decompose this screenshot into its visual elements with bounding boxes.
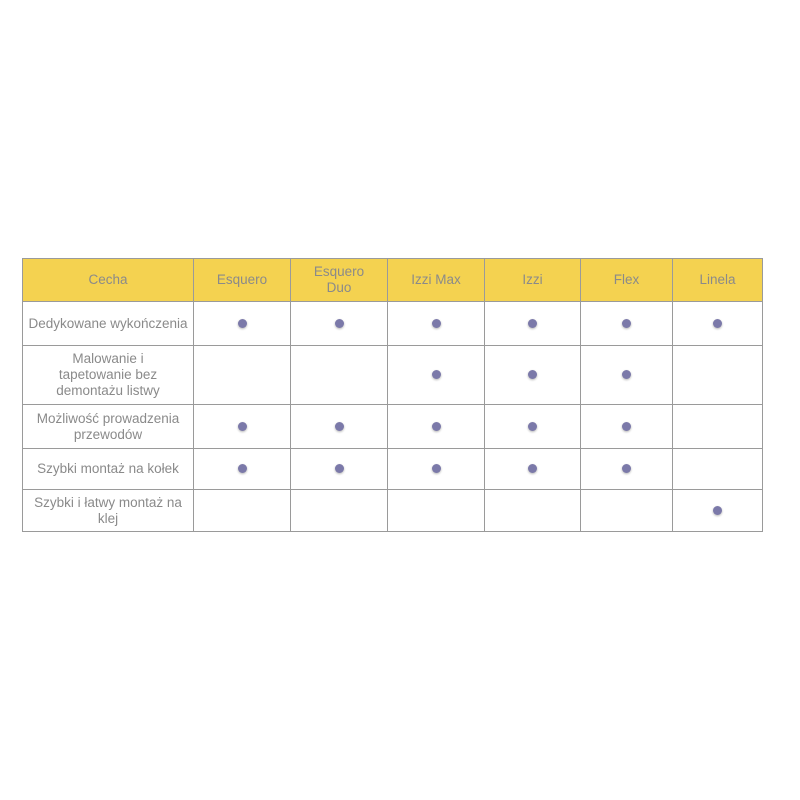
mark-cell — [193, 448, 291, 490]
mark-cell — [580, 489, 673, 532]
mark-cell — [484, 301, 581, 346]
header-product: Izzi — [484, 258, 581, 302]
mark-cell — [387, 448, 485, 490]
bullet-dot-icon — [528, 370, 537, 379]
header-product: Flex — [580, 258, 673, 302]
bullet-dot-icon — [237, 318, 247, 328]
bullet-dot-icon — [528, 464, 537, 473]
mark-cell — [290, 448, 388, 490]
mark-cell — [672, 404, 763, 449]
header-product: Izzi Max — [387, 258, 485, 302]
mark-cell — [672, 448, 763, 490]
mark-cell — [387, 489, 485, 532]
mark-cell — [290, 404, 388, 449]
mark-cell — [580, 404, 673, 449]
mark-cell — [290, 345, 388, 405]
comparison-table: Cecha Esquero Esquero Duo Izzi Max Izzi Flex L… — [22, 258, 763, 532]
feature-cell: Możliwość prowadzenia przewodów — [22, 404, 194, 449]
bullet-dot-icon — [237, 421, 247, 431]
bullet-dot-icon — [334, 421, 344, 431]
bullet-dot-icon — [622, 464, 631, 473]
mark-cell — [193, 489, 291, 532]
table-row: Szybki i łatwy montaż na klej — [22, 489, 763, 532]
header-product: Esquero — [193, 258, 291, 302]
mark-cell — [193, 404, 291, 449]
table-row: Możliwość prowadzenia przewodów — [22, 404, 763, 449]
bullet-dot-icon — [528, 421, 537, 431]
mark-cell — [672, 301, 763, 346]
mark-cell — [672, 345, 763, 405]
mark-cell — [484, 345, 581, 405]
header-product: Linela — [672, 258, 763, 302]
header-feature: Cecha — [22, 258, 194, 302]
header-product: Esquero Duo — [290, 258, 388, 302]
bullet-dot-icon — [622, 421, 631, 431]
bullet-dot-icon — [334, 464, 344, 473]
mark-cell — [672, 489, 763, 532]
table-row: Malowanie i tapetowanie bez demontażu li… — [22, 345, 763, 405]
mark-cell — [580, 301, 673, 346]
mark-cell — [580, 345, 673, 405]
bullet-dot-icon — [431, 318, 441, 328]
bullet-dot-icon — [431, 421, 441, 431]
mark-cell — [580, 448, 673, 490]
bullet-dot-icon — [431, 370, 441, 379]
mark-cell — [387, 345, 485, 405]
bullet-dot-icon — [622, 370, 631, 379]
feature-cell: Dedykowane wykończenia — [22, 301, 194, 346]
bullet-dot-icon — [334, 318, 344, 328]
table-row: Szybki montaż na kołek — [22, 448, 763, 490]
bullet-dot-icon — [237, 464, 247, 473]
mark-cell — [484, 489, 581, 532]
feature-cell: Szybki montaż na kołek — [22, 448, 194, 490]
feature-cell: Szybki i łatwy montaż na klej — [22, 489, 194, 532]
mark-cell — [484, 404, 581, 449]
mark-cell — [193, 301, 291, 346]
mark-cell — [387, 404, 485, 449]
mark-cell — [387, 301, 485, 346]
mark-cell — [290, 301, 388, 346]
bullet-dot-icon — [528, 318, 537, 328]
bullet-dot-icon — [713, 505, 722, 515]
mark-cell — [484, 448, 581, 490]
mark-cell — [193, 345, 291, 405]
bullet-dot-icon — [622, 318, 631, 328]
bullet-dot-icon — [431, 464, 441, 473]
table-row: Dedykowane wykończenia — [22, 301, 763, 346]
bullet-dot-icon — [713, 318, 722, 328]
header-row: Cecha Esquero Esquero Duo Izzi Max Izzi Flex L… — [22, 258, 763, 302]
feature-cell: Malowanie i tapetowanie bez demontażu li… — [22, 345, 194, 405]
mark-cell — [290, 489, 388, 532]
